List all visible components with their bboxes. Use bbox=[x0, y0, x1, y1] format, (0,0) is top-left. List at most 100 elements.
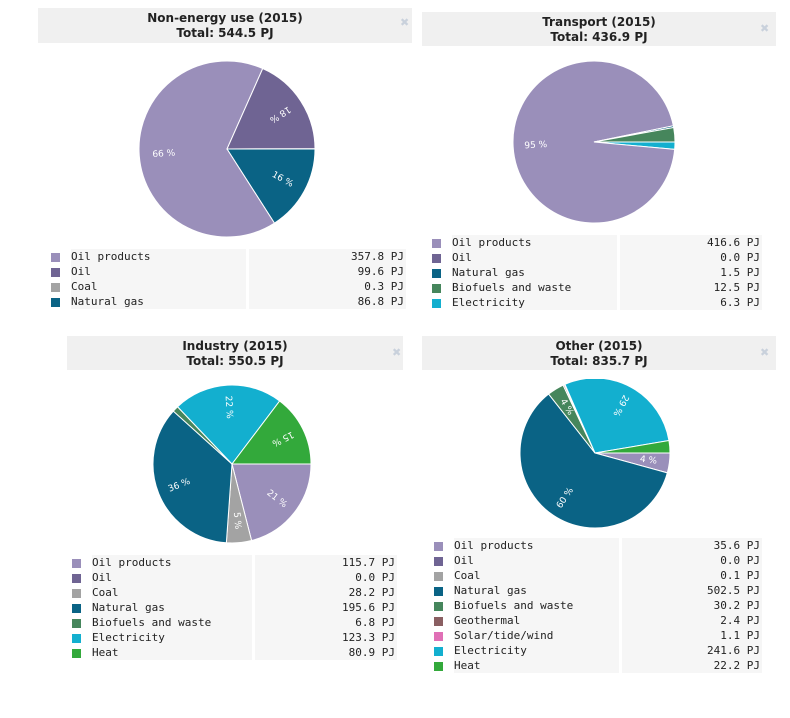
legend-row[interactable]: Biofuels and waste 30.2 PJ bbox=[428, 598, 762, 613]
pie-chart: 16 %66 %18 % bbox=[138, 60, 316, 238]
legend-row[interactable]: Natural gas 502.5 PJ bbox=[428, 583, 762, 598]
legend-row[interactable]: Coal 0.3 PJ bbox=[45, 279, 406, 294]
pie-slice-oil-products[interactable] bbox=[231, 463, 312, 542]
legend-value-label: 1.5 PJ bbox=[620, 265, 762, 280]
legend-row[interactable]: Electricity 241.6 PJ bbox=[428, 643, 762, 658]
legend-category-label: Biofuels and waste bbox=[92, 615, 252, 630]
legend-row[interactable]: Electricity 6.3 PJ bbox=[426, 295, 762, 310]
chart-subtitle: Total: 436.9 PJ bbox=[550, 30, 648, 44]
legend-swatch bbox=[434, 601, 443, 611]
legend-swatch-cell bbox=[45, 294, 71, 309]
legend-swatch bbox=[434, 556, 443, 566]
legend-swatch-cell bbox=[45, 249, 71, 264]
legend-swatch bbox=[432, 238, 441, 248]
legend-value-label: 0.0 PJ bbox=[622, 553, 762, 568]
legend-swatch bbox=[51, 252, 60, 262]
pie-slice-electricity[interactable] bbox=[564, 379, 670, 454]
legend-category-label: Heat bbox=[454, 658, 619, 673]
chart-header: Industry (2015) Total: 550.5 PJ bbox=[67, 336, 403, 370]
legend-swatch bbox=[434, 541, 443, 551]
legend-row[interactable]: Heat 80.9 PJ bbox=[66, 645, 397, 660]
legend-value-label: 0.3 PJ bbox=[249, 279, 406, 294]
slice-percent-label: 22 % bbox=[223, 396, 234, 420]
legend-value-label: 195.6 PJ bbox=[255, 600, 397, 615]
legend-swatch bbox=[434, 646, 443, 656]
legend-gap bbox=[246, 294, 249, 309]
legend-row[interactable]: Coal 28.2 PJ bbox=[66, 585, 397, 600]
legend-table: Oil products 416.6 PJ Oil 0.0 PJ Natural gas… bbox=[426, 235, 762, 310]
legend-swatch-cell bbox=[66, 615, 92, 630]
legend-swatch bbox=[51, 297, 60, 307]
legend-category-label: Electricity bbox=[92, 630, 252, 645]
legend-row[interactable]: Oil 0.0 PJ bbox=[66, 570, 397, 585]
legend-swatch bbox=[432, 253, 441, 263]
legend-row[interactable]: Geothermal 2.4 PJ bbox=[428, 613, 762, 628]
pie-slice-natural-gas[interactable] bbox=[519, 393, 668, 529]
legend-swatch bbox=[434, 616, 443, 626]
close-icon[interactable]: ✖ bbox=[400, 16, 410, 29]
legend-category-label: Oil products bbox=[71, 249, 246, 264]
chart-title: Non-energy use (2015) bbox=[147, 11, 303, 25]
pie-slice-heat[interactable] bbox=[230, 400, 312, 465]
legend-row[interactable]: Oil products 416.6 PJ bbox=[426, 235, 762, 250]
legend-table: Oil products 115.7 PJ Oil 0.0 PJ Coal 28.2 PJ… bbox=[66, 555, 397, 660]
legend-gap bbox=[252, 600, 255, 615]
legend-category-label: Coal bbox=[454, 568, 619, 583]
pie-slice-natural-gas[interactable] bbox=[152, 410, 233, 544]
legend-category-label: Solar/tide/wind bbox=[454, 628, 619, 643]
legend-row[interactable]: Electricity 123.3 PJ bbox=[66, 630, 397, 645]
legend-value-label: 241.6 PJ bbox=[622, 643, 762, 658]
pie-slice-electricity[interactable] bbox=[176, 384, 281, 465]
close-icon[interactable]: ✖ bbox=[760, 22, 770, 35]
legend-swatch bbox=[432, 298, 441, 308]
legend-category-label: Natural gas bbox=[452, 265, 617, 280]
legend-swatch bbox=[51, 282, 60, 292]
legend-row[interactable]: Oil 0.0 PJ bbox=[428, 553, 762, 568]
pie-chart: 95 % bbox=[512, 60, 676, 224]
legend-gap bbox=[252, 570, 255, 585]
legend-value-label: 6.3 PJ bbox=[620, 295, 762, 310]
legend-row[interactable]: Solar/tide/wind 1.1 PJ bbox=[428, 628, 762, 643]
legend-row[interactable]: Biofuels and waste 12.5 PJ bbox=[426, 280, 762, 295]
legend-category-label: Coal bbox=[92, 585, 252, 600]
legend-row[interactable]: Natural gas 1.5 PJ bbox=[426, 265, 762, 280]
legend-swatch bbox=[72, 648, 81, 658]
pie-slice-oil-products[interactable] bbox=[138, 60, 276, 238]
legend-row[interactable]: Oil 99.6 PJ bbox=[45, 264, 406, 279]
legend-gap bbox=[617, 235, 620, 250]
legend-swatch bbox=[432, 283, 441, 293]
legend-value-label: 12.5 PJ bbox=[620, 280, 762, 295]
legend-category-label: Geothermal bbox=[454, 613, 619, 628]
pie-slice-oil[interactable] bbox=[226, 67, 316, 150]
legend-gap bbox=[617, 295, 620, 310]
legend-gap bbox=[619, 628, 622, 643]
legend-row[interactable]: Oil products 115.7 PJ bbox=[66, 555, 397, 570]
legend-row[interactable]: Oil products 357.8 PJ bbox=[45, 249, 406, 264]
legend-value-label: 357.8 PJ bbox=[249, 249, 406, 264]
legend-category-label: Oil bbox=[452, 250, 617, 265]
legend-gap bbox=[252, 630, 255, 645]
legend-swatch-cell bbox=[426, 235, 452, 250]
chart-title: Transport (2015) bbox=[542, 15, 656, 29]
legend-category-label: Electricity bbox=[454, 643, 619, 658]
pie-slice-heat[interactable] bbox=[594, 439, 671, 454]
legend-category-label: Oil bbox=[92, 570, 252, 585]
legend-swatch-cell bbox=[426, 280, 452, 295]
pie-slice-natural-gas[interactable] bbox=[226, 148, 316, 224]
legend-swatch-cell bbox=[428, 643, 454, 658]
legend-row[interactable]: Heat 22.2 PJ bbox=[428, 658, 762, 673]
close-icon[interactable]: ✖ bbox=[760, 346, 770, 359]
legend-row[interactable]: Oil 0.0 PJ bbox=[426, 250, 762, 265]
legend-row[interactable]: Natural gas 195.6 PJ bbox=[66, 600, 397, 615]
close-icon[interactable]: ✖ bbox=[392, 346, 402, 359]
pie-slice-oil-products[interactable] bbox=[512, 60, 676, 224]
legend-swatch-cell bbox=[45, 279, 71, 294]
legend-gap bbox=[619, 658, 622, 673]
legend-row[interactable]: Coal 0.1 PJ bbox=[428, 568, 762, 583]
legend-row[interactable]: Biofuels and waste 6.8 PJ bbox=[66, 615, 397, 630]
legend-swatch-cell bbox=[66, 570, 92, 585]
legend-row[interactable]: Oil products 35.6 PJ bbox=[428, 538, 762, 553]
legend-category-label: Natural gas bbox=[454, 583, 619, 598]
legend-row[interactable]: Natural gas 86.8 PJ bbox=[45, 294, 406, 309]
pie-slice-biofuels-and-waste[interactable] bbox=[593, 126, 676, 143]
